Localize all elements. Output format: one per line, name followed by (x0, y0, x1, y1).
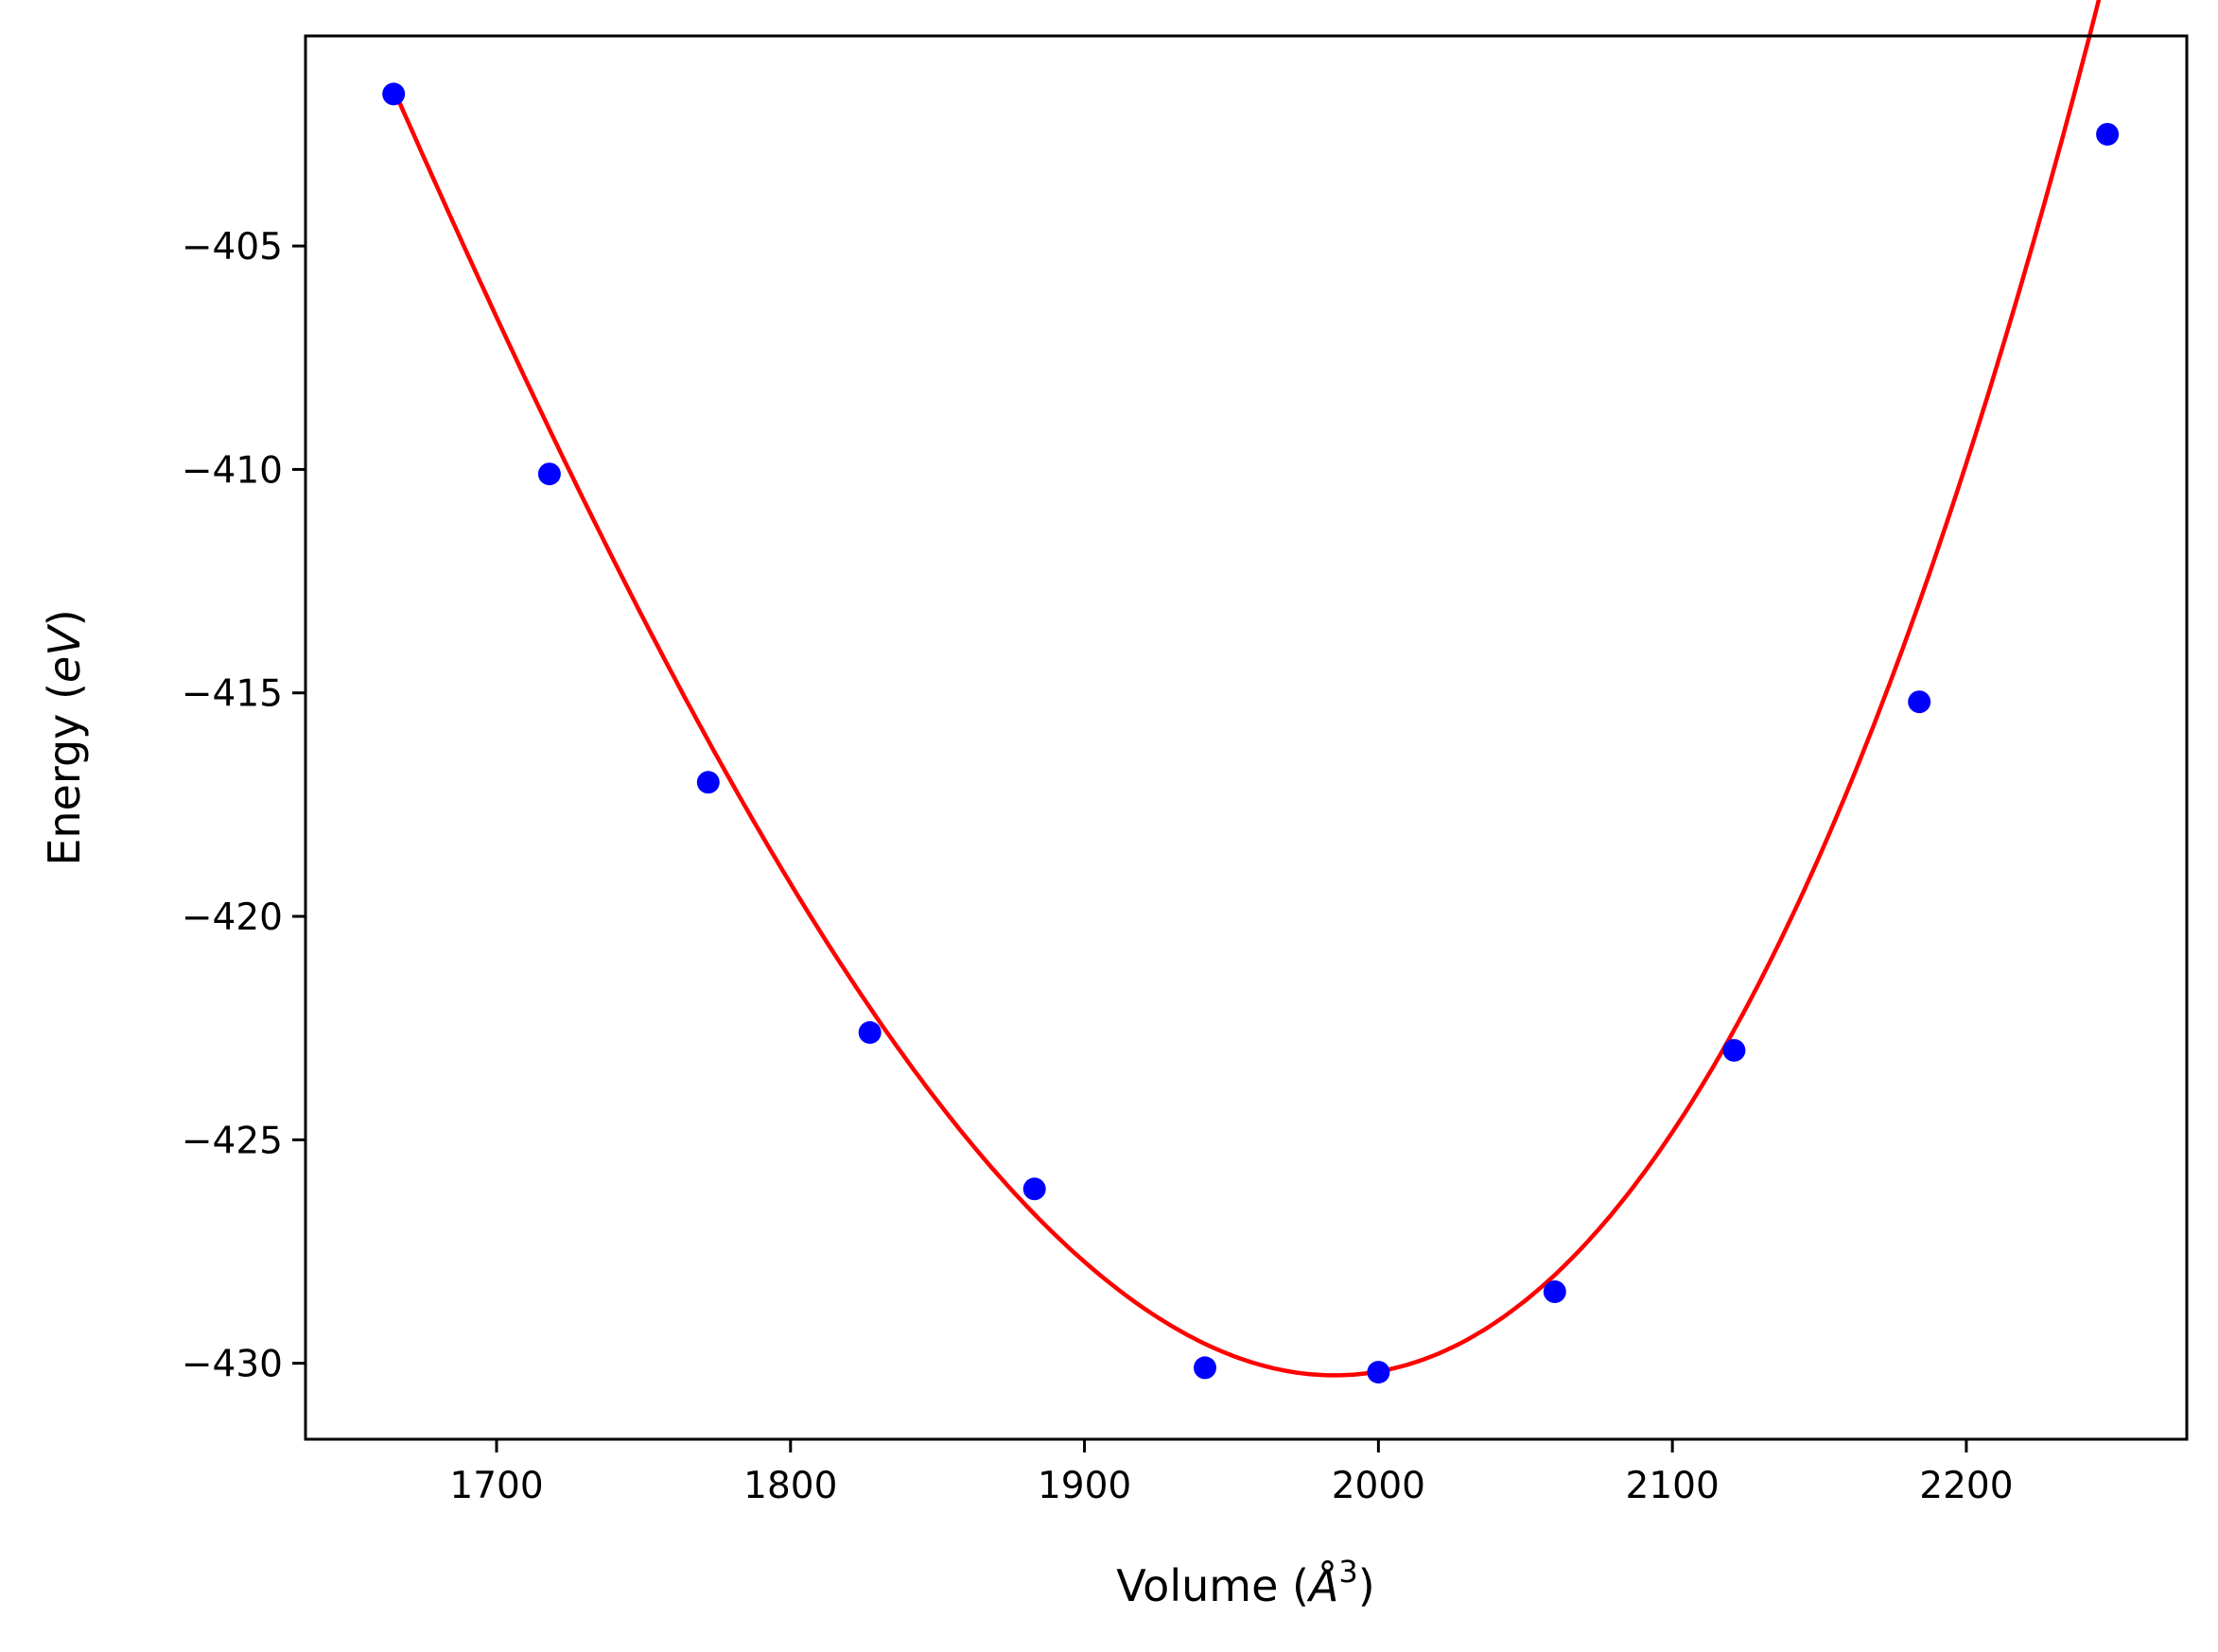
fit-curve-line (392, 0, 2102, 1378)
x-axis-label: Volume (Å3) (1116, 1554, 1374, 1611)
x-tick-label: 2100 (1626, 1465, 1720, 1507)
y-axis-label: Energy (eV) (39, 609, 90, 865)
x-axis-label-suffix: ) (1358, 1560, 1375, 1611)
data-point (1722, 1038, 1746, 1062)
x-tick-label: 1900 (1038, 1465, 1131, 1507)
x-axis-label-superscript: 3 (1338, 1554, 1357, 1590)
data-points (382, 82, 2120, 1384)
x-axis-label-prefix: Volume ( (1116, 1560, 1309, 1611)
x-tick-label: 1800 (743, 1465, 837, 1507)
y-tick-label: −415 (182, 673, 283, 716)
y-tick-label: −430 (182, 1344, 283, 1386)
axes-frame (304, 34, 2189, 1441)
data-point (1908, 690, 1931, 714)
y-tick-label: −405 (182, 226, 283, 269)
x-axis-label-symbol: Å (1306, 1560, 1338, 1611)
y-axis-label-suffix: ) (39, 609, 90, 626)
data-point (1367, 1361, 1390, 1384)
data-point (2096, 123, 2120, 146)
data-point (1022, 1177, 1046, 1201)
x-tick-label: 1700 (449, 1465, 543, 1507)
x-tick-label: 2000 (1332, 1465, 1425, 1507)
y-axis-label-prefix: Energy ( (39, 683, 90, 866)
data-point (1194, 1356, 1216, 1380)
y-axis-label-symbol: eV (39, 623, 90, 683)
data-point (858, 1020, 882, 1044)
y-tick-label: −420 (182, 896, 283, 939)
y-tick-label: −425 (182, 1120, 283, 1162)
y-axis-ticks: −405 −410 −415 −420 −425 −430 (182, 226, 306, 1386)
data-point (382, 82, 406, 106)
plot-area (392, 0, 2102, 1378)
x-axis-ticks: 1700 1800 1900 2000 2100 2200 (449, 1439, 2014, 1507)
x-tick-label: 2200 (1919, 1465, 2013, 1507)
data-point (537, 462, 561, 486)
data-point (696, 771, 720, 794)
y-tick-label: −410 (182, 449, 283, 492)
data-point (1543, 1280, 1566, 1303)
